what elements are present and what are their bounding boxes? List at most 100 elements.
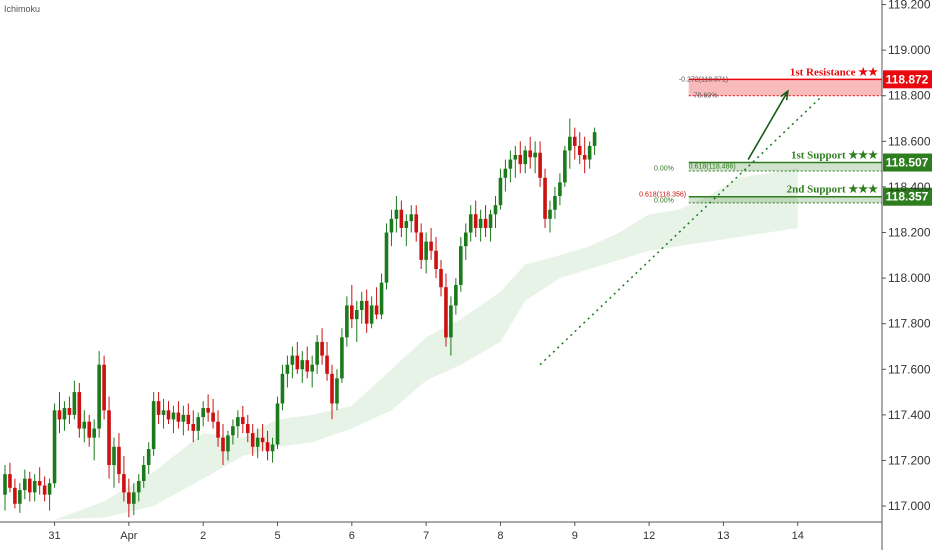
candle-body[interactable] <box>345 305 349 338</box>
candle-body[interactable] <box>572 136 577 146</box>
candle-body[interactable] <box>563 150 567 183</box>
candle-body[interactable] <box>97 364 101 429</box>
candle-body[interactable] <box>191 423 196 431</box>
candle-body[interactable] <box>166 410 171 420</box>
candle-body[interactable] <box>538 152 542 178</box>
candle-body[interactable] <box>18 490 22 504</box>
candle-body[interactable] <box>260 437 265 443</box>
candle-body[interactable] <box>493 205 498 215</box>
candle-body[interactable] <box>315 341 319 365</box>
candle-body[interactable] <box>176 412 181 422</box>
candle-body[interactable] <box>374 305 379 315</box>
candle-body[interactable] <box>340 337 344 379</box>
candle-body[interactable] <box>280 373 285 404</box>
candle-body[interactable] <box>568 136 572 151</box>
candle-body[interactable] <box>592 132 597 146</box>
candle-body[interactable] <box>325 355 329 374</box>
candle-body[interactable] <box>473 214 478 228</box>
candle-body[interactable] <box>553 196 557 210</box>
candle-body[interactable] <box>483 218 488 228</box>
candle-body[interactable] <box>459 246 463 285</box>
candle-body[interactable] <box>350 305 354 320</box>
candle-body[interactable] <box>300 360 305 370</box>
candle-body[interactable] <box>62 408 67 420</box>
candle-body[interactable] <box>156 401 161 415</box>
candle-body[interactable] <box>201 408 205 418</box>
candle-body[interactable] <box>434 250 438 269</box>
candle-body[interactable] <box>310 364 314 372</box>
candle-body[interactable] <box>102 364 106 411</box>
candle-body[interactable] <box>379 282 384 315</box>
candle-body[interactable] <box>216 421 220 438</box>
candle-body[interactable] <box>23 478 27 491</box>
candle-body[interactable] <box>141 465 146 481</box>
candle-body[interactable] <box>439 268 443 288</box>
candle-body[interactable] <box>196 417 201 431</box>
candle-body[interactable] <box>42 485 47 495</box>
candle-body[interactable] <box>404 221 409 228</box>
candle-body[interactable] <box>295 355 300 370</box>
candle-body[interactable] <box>32 480 37 493</box>
candle-body[interactable] <box>245 423 250 434</box>
candle-body[interactable] <box>518 155 523 165</box>
candle-body[interactable] <box>389 218 394 233</box>
candle-body[interactable] <box>82 421 87 429</box>
candle-body[interactable] <box>399 209 404 228</box>
candle-body[interactable] <box>414 214 419 233</box>
candle-body[interactable] <box>161 410 166 415</box>
candle-body[interactable] <box>127 492 131 504</box>
candle-body[interactable] <box>364 300 369 324</box>
candle-body[interactable] <box>236 417 240 427</box>
candle-body[interactable] <box>424 241 428 260</box>
candle-body[interactable] <box>577 145 582 156</box>
candle-body[interactable] <box>241 417 245 424</box>
candle-body[interactable] <box>409 214 414 222</box>
candle-body[interactable] <box>285 364 290 374</box>
candle-body[interactable] <box>186 414 191 424</box>
candle-body[interactable] <box>528 150 532 158</box>
candle-body[interactable] <box>181 414 186 422</box>
candle-body[interactable] <box>587 145 592 160</box>
candle-body[interactable] <box>52 410 57 484</box>
candle-body[interactable] <box>255 437 260 447</box>
candle-body[interactable] <box>508 159 513 169</box>
candle-body[interactable] <box>67 408 72 415</box>
candle-body[interactable] <box>488 214 493 228</box>
candle-body[interactable] <box>429 241 433 251</box>
candle-body[interactable] <box>444 287 448 338</box>
candle-body[interactable] <box>369 305 374 324</box>
candle-body[interactable] <box>290 355 295 365</box>
candle-body[interactable] <box>498 177 503 206</box>
candle-body[interactable] <box>132 492 136 504</box>
candle-body[interactable] <box>3 474 7 495</box>
candle-body[interactable] <box>330 373 334 404</box>
candle-body[interactable] <box>37 480 42 486</box>
candle-body[interactable] <box>558 182 562 197</box>
candle-body[interactable] <box>543 177 547 219</box>
candle-body[interactable] <box>117 446 121 475</box>
candle-body[interactable] <box>454 284 458 306</box>
candle-body[interactable] <box>77 392 82 429</box>
candle-body[interactable] <box>533 152 537 158</box>
candle-body[interactable] <box>463 232 468 247</box>
candle-body[interactable] <box>122 474 126 493</box>
candle-body[interactable] <box>72 392 77 415</box>
candle-body[interactable] <box>265 442 270 452</box>
candle-body[interactable] <box>394 209 399 219</box>
candle-body[interactable] <box>171 412 176 420</box>
candle-body[interactable] <box>419 232 423 260</box>
candle-body[interactable] <box>359 300 364 311</box>
candle-body[interactable] <box>211 412 215 422</box>
candle-body[interactable] <box>468 214 473 233</box>
candle-body[interactable] <box>47 483 52 495</box>
candle-body[interactable] <box>548 209 552 219</box>
candle-body[interactable] <box>87 421 92 438</box>
candle-body[interactable] <box>57 410 62 420</box>
candle-body[interactable] <box>275 403 280 445</box>
candle-body[interactable] <box>250 433 255 447</box>
candle-body[interactable] <box>146 449 151 466</box>
candle-body[interactable] <box>92 428 96 438</box>
candle-body[interactable] <box>231 426 235 436</box>
candle-body[interactable] <box>27 478 32 493</box>
candle-body[interactable] <box>523 150 528 165</box>
